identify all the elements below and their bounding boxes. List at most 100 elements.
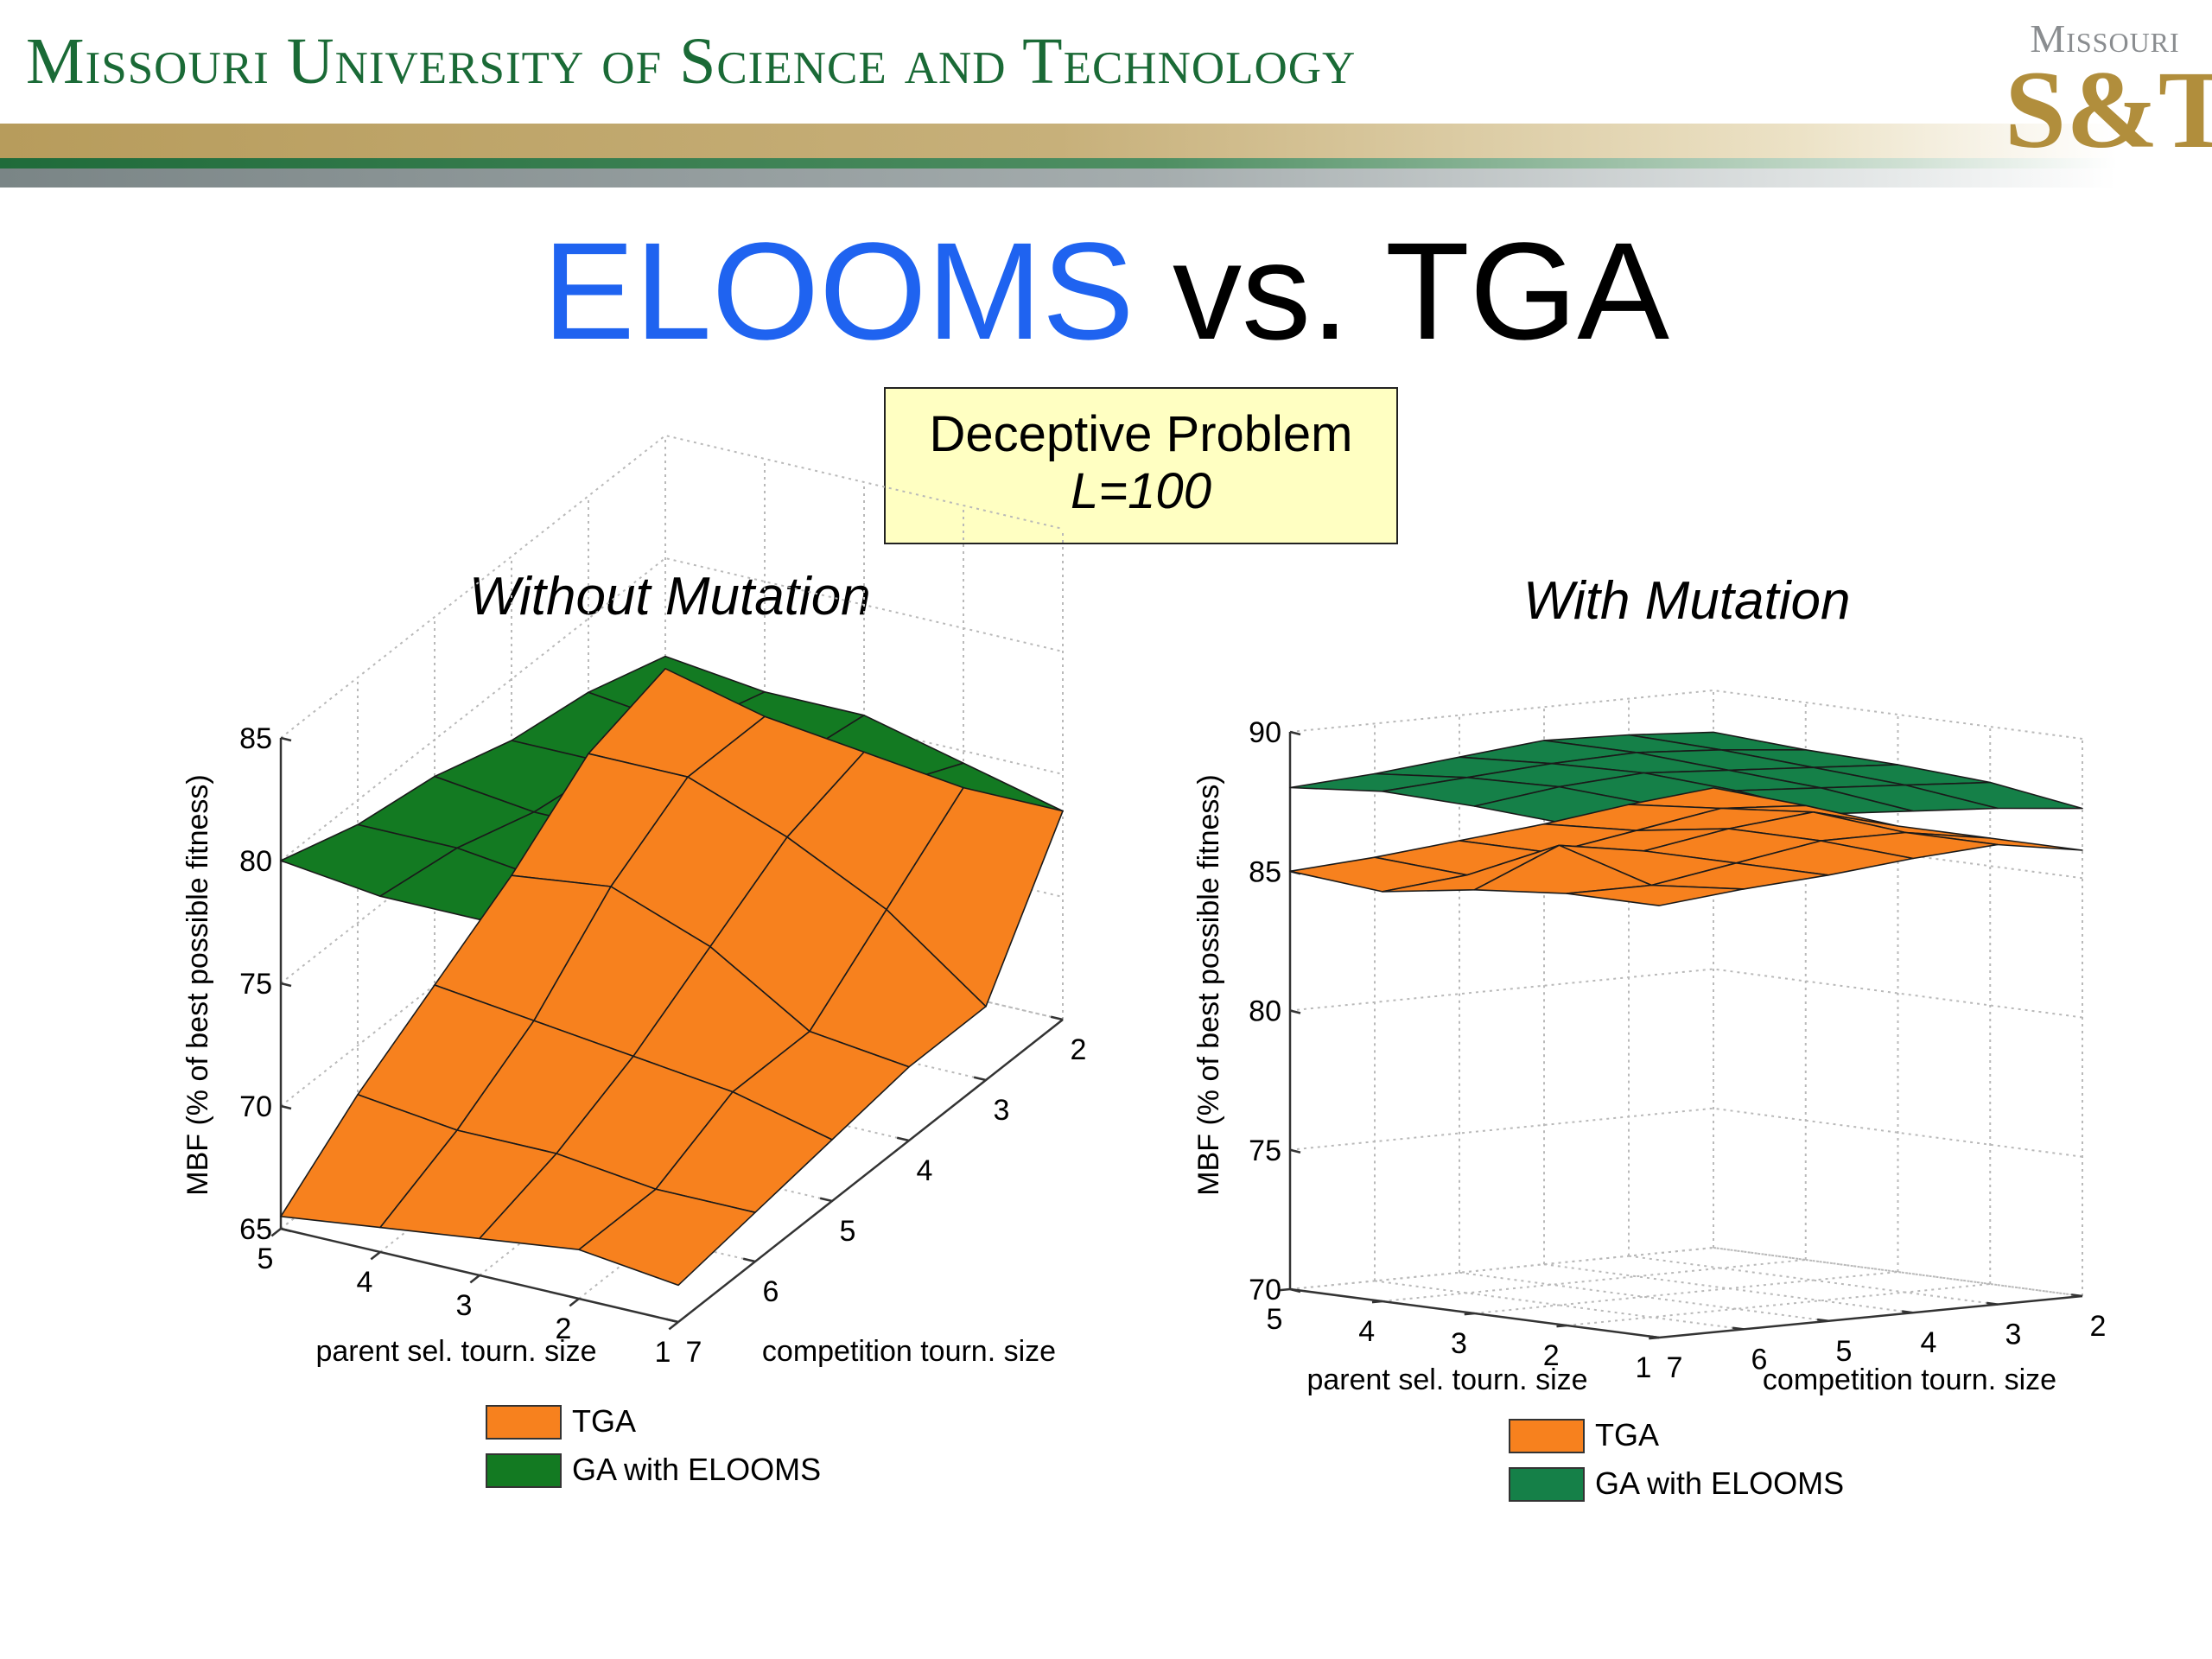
surface-patch (578, 1188, 756, 1287)
y-tick (1986, 1301, 1999, 1306)
z-tick (280, 1104, 292, 1110)
x-tick (469, 1274, 480, 1284)
legend-label-elooms: GA with ELOOMS (1595, 1465, 1845, 1501)
surface-tga (280, 667, 1064, 1287)
floor-grid-line (1474, 1271, 1898, 1314)
y-axis-line (677, 1019, 1064, 1323)
y-tick-label: 5 (840, 1215, 856, 1248)
legend-swatch-tga (1509, 1419, 1585, 1453)
x-tick (370, 1251, 381, 1261)
legend-label-tga: TGA (1595, 1417, 1660, 1452)
floor-grid-line (1543, 1263, 1914, 1314)
y-tick-label: 4 (917, 1154, 933, 1187)
slide-title-elooms: ELOOMS (543, 213, 1135, 368)
surface-patch (1566, 884, 1745, 906)
x-tick-label: 4 (357, 1266, 373, 1299)
legend-swatch-elooms (486, 1453, 562, 1488)
legend-label-elooms: GA with ELOOMS (572, 1452, 822, 1487)
x-tick (1371, 1300, 1382, 1304)
y-tick-label: 2 (2090, 1310, 2107, 1343)
z-tick (280, 736, 292, 742)
wall-grid-line (1289, 968, 2083, 1019)
y-axis-label: competition tourn. size (1763, 1363, 2056, 1396)
subtitle-box: Deceptive Problem L=100 (884, 387, 1398, 544)
z-tick-label: 70 (239, 1090, 272, 1123)
y-tick (665, 1318, 679, 1324)
y-tick (742, 1257, 756, 1263)
floor-grid-line (1382, 1259, 1806, 1302)
legend-label-tga: TGA (572, 1403, 637, 1439)
y-tick (1732, 1326, 1745, 1331)
y-tick-label: 3 (994, 1094, 1010, 1127)
x-tick-label: 4 (1358, 1315, 1375, 1348)
x-tick (668, 1321, 679, 1331)
logo-mark-st: S&T (2005, 48, 2212, 171)
legend-swatch-tga (486, 1405, 562, 1440)
y-tick (973, 1076, 987, 1082)
slide-title-vs-tga: vs. TGA (1134, 213, 1669, 368)
y-tick-label: 2 (1071, 1033, 1087, 1066)
wall-grid-line (280, 679, 1064, 984)
subtitle-length: L=100 (1071, 463, 1211, 519)
y-tick-label: 7 (1667, 1351, 1683, 1384)
floor-grid-line (1459, 1271, 1829, 1322)
header-band-green (0, 158, 2117, 168)
z-tick-label: 85 (1249, 855, 1281, 888)
z-axis-label: MBF (% of best possible fitness) (181, 774, 214, 1196)
subtitle-problem: Deceptive Problem (929, 406, 1353, 462)
wall-grid-line (280, 556, 1064, 861)
z-tick-label: 80 (1249, 995, 1281, 1028)
x-tick (1280, 1287, 1291, 1292)
z-tick (1289, 1009, 1301, 1014)
y-tick-label: 3 (2005, 1319, 2022, 1351)
header-band-gold (0, 124, 2117, 158)
y-tick (1648, 1335, 1660, 1339)
z-tick (1289, 1287, 1301, 1294)
z-tick (280, 982, 292, 988)
y-tick (1902, 1310, 1914, 1314)
y-tick (819, 1197, 833, 1203)
x-tick-label: 2 (556, 1313, 572, 1345)
logo-text-missouri: Missouri (2030, 16, 2180, 60)
y-tick (1817, 1318, 1829, 1323)
y-tick (1050, 1015, 1064, 1021)
x-axis-label: parent sel. tourn. size (315, 1335, 596, 1368)
x-tick (1556, 1324, 1567, 1328)
university-logo: Missouri S&T (2005, 16, 2212, 188)
y-axis-line (1658, 1294, 2083, 1339)
floor-grid-line (588, 986, 987, 1081)
slide-title: ELOOMS vs. TGA (0, 212, 2212, 371)
z-tick-label: 90 (1249, 716, 1281, 749)
y-tick (2071, 1294, 2083, 1298)
x-tick-label: 3 (456, 1289, 473, 1322)
wall-grid-line (280, 434, 1064, 739)
wall-grid-line (1289, 689, 2083, 740)
chart-title-right: With Mutation (1523, 571, 1851, 631)
x-tick-label: 2 (1543, 1339, 1560, 1372)
surface-tga (1289, 787, 2083, 906)
y-tick-label: 4 (1921, 1326, 1937, 1359)
z-tick-label: 85 (239, 722, 272, 755)
z-tick-label: 65 (239, 1213, 272, 1246)
header-title: Missouri University of Science and Techn… (26, 25, 1357, 98)
x-tick-label: 5 (1267, 1303, 1283, 1336)
header-band-gray (0, 168, 2117, 188)
z-tick-label: 80 (239, 845, 272, 878)
y-tick-label: 7 (686, 1336, 702, 1369)
wall-grid-line (1289, 1107, 2083, 1158)
legend-swatch-elooms (1509, 1467, 1585, 1502)
x-tick (569, 1298, 580, 1307)
floor-grid-line (664, 925, 1064, 1020)
x-tick-label: 5 (257, 1243, 274, 1275)
z-axis-label: MBF (% of best possible fitness) (1192, 774, 1225, 1196)
x-axis-label: parent sel. tourn. size (1306, 1363, 1587, 1396)
z-tick-label: 70 (1249, 1274, 1281, 1306)
y-axis-label: competition tourn. size (762, 1335, 1056, 1368)
z-tick (1289, 1148, 1301, 1154)
y-tick (896, 1136, 910, 1142)
x-tick-label: 1 (655, 1336, 671, 1369)
y-tick-label: 5 (1836, 1335, 1853, 1368)
